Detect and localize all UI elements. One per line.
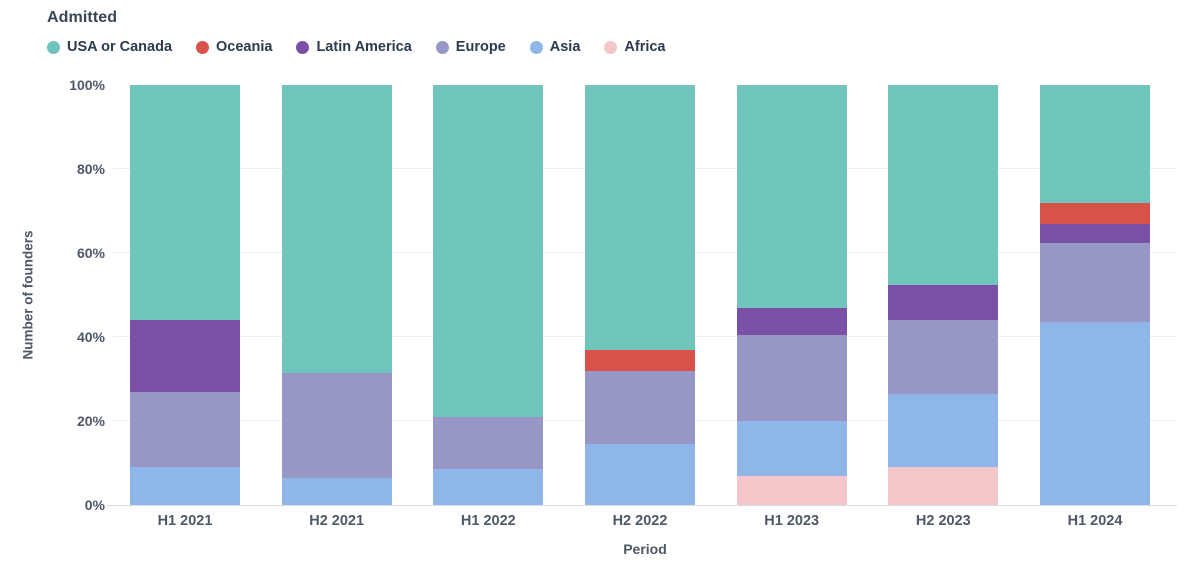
legend-label: USA or Canada [67, 39, 173, 55]
x-tick-h2-2022: H2 2022 [612, 513, 668, 529]
legend-label: Asia [549, 39, 581, 55]
legend-item-africa[interactable]: Africa [604, 39, 666, 55]
bar-segment-asia-h2-2023[interactable] [888, 393, 999, 468]
plot-area [107, 85, 1177, 506]
bar-h1-2022 [433, 85, 544, 505]
legend-item-europe[interactable]: Europe [435, 39, 506, 55]
bar-segment-latin-america-h1-2023[interactable] [736, 307, 847, 335]
x-tick-h2-2021: H2 2021 [309, 513, 365, 529]
x-tick-h1-2022: H1 2022 [460, 513, 516, 529]
y-tick-80: 80% [76, 161, 105, 177]
legend-dot-europe [435, 40, 449, 54]
legend-item-asia[interactable]: Asia [529, 39, 581, 55]
y-tick-60: 60% [76, 245, 105, 261]
x-axis-title: Period [623, 541, 667, 557]
bar-segment-usa-or-canada-h1-2021[interactable] [130, 85, 240, 321]
bar-segment-africa-h2-2023[interactable] [888, 467, 999, 505]
legend-dot-usa-or-canada [47, 40, 60, 54]
bar-segment-latin-america-h1-2021[interactable] [130, 320, 240, 392]
bar-segment-africa-h1-2023[interactable] [736, 475, 847, 505]
legend-label: Oceania [216, 39, 273, 55]
legend-item-oceania[interactable]: Oceania [196, 39, 272, 55]
bar-segment-oceania-h1-2024[interactable] [1040, 202, 1151, 224]
y-tick-100: 100% [69, 77, 105, 93]
bar-segment-usa-or-canada-h2-2023[interactable] [888, 85, 999, 285]
x-tick-h1-2021: H1 2021 [157, 513, 213, 529]
y-tick-20: 20% [76, 413, 105, 429]
x-tick-h1-2024: H1 2024 [1067, 513, 1123, 529]
bar-segment-europe-h2-2023[interactable] [888, 320, 999, 394]
bar-segment-usa-or-canada-h2-2021[interactable] [281, 85, 392, 373]
bar-segment-asia-h1-2023[interactable] [736, 421, 847, 476]
bar-segment-europe-h1-2024[interactable] [1040, 242, 1151, 323]
bar-segment-europe-h2-2022[interactable] [585, 370, 695, 445]
bar-segment-asia-h2-2022[interactable] [585, 444, 695, 505]
y-axis-title: Number of founders [20, 230, 36, 360]
bar-segment-europe-h1-2021[interactable] [130, 391, 240, 468]
bar-segment-oceania-h2-2022[interactable] [585, 349, 695, 371]
x-axis-line [107, 505, 1177, 506]
y-tick-40: 40% [76, 329, 105, 345]
bar-segment-asia-h2-2021[interactable] [281, 477, 392, 505]
bar-segment-europe-h1-2022[interactable] [433, 416, 544, 470]
bar-segment-usa-or-canada-h1-2022[interactable] [433, 85, 544, 417]
bar-segment-europe-h2-2021[interactable] [281, 372, 392, 478]
bar-segment-usa-or-canada-h1-2023[interactable] [736, 85, 847, 308]
bar-segment-latin-america-h1-2024[interactable] [1040, 223, 1151, 243]
y-tick-0: 0% [84, 497, 105, 513]
bar-h1-2023 [736, 85, 847, 505]
bar-segment-usa-or-canada-h1-2024[interactable] [1040, 85, 1151, 203]
bar-segment-latin-america-h2-2023[interactable] [888, 284, 999, 321]
bar-h2-2021 [281, 85, 392, 505]
legend: USA or Canada Oceania Latin America Europe A… [47, 39, 666, 55]
bar-segment-usa-or-canada-h2-2022[interactable] [585, 85, 695, 350]
bar-segment-asia-h1-2024[interactable] [1040, 322, 1151, 505]
bar-segment-asia-h1-2021[interactable] [130, 467, 240, 505]
legend-item-latin-america[interactable]: Latin America [296, 39, 412, 55]
bar-h1-2024 [1040, 85, 1151, 505]
legend-dot-latin-america [296, 40, 310, 54]
bar-h2-2023 [888, 85, 999, 505]
x-tick-h2-2023: H2 2023 [915, 513, 971, 529]
legend-item-usa-or-canada[interactable]: USA or Canada [47, 39, 172, 55]
legend-dot-asia [529, 40, 543, 54]
legend-label: Europe [455, 39, 506, 55]
legend-label: Africa [624, 39, 666, 55]
bar-segment-europe-h1-2023[interactable] [736, 334, 847, 422]
bar-segment-asia-h1-2022[interactable] [433, 469, 544, 505]
chart-title: Admitted [47, 9, 118, 26]
bar-h1-2021 [130, 85, 240, 505]
legend-label: Latin America [316, 39, 412, 55]
x-tick-h1-2023: H1 2023 [764, 513, 820, 529]
legend-dot-oceania [196, 40, 210, 54]
legend-dot-africa [604, 40, 618, 54]
bar-h2-2022 [585, 85, 695, 505]
